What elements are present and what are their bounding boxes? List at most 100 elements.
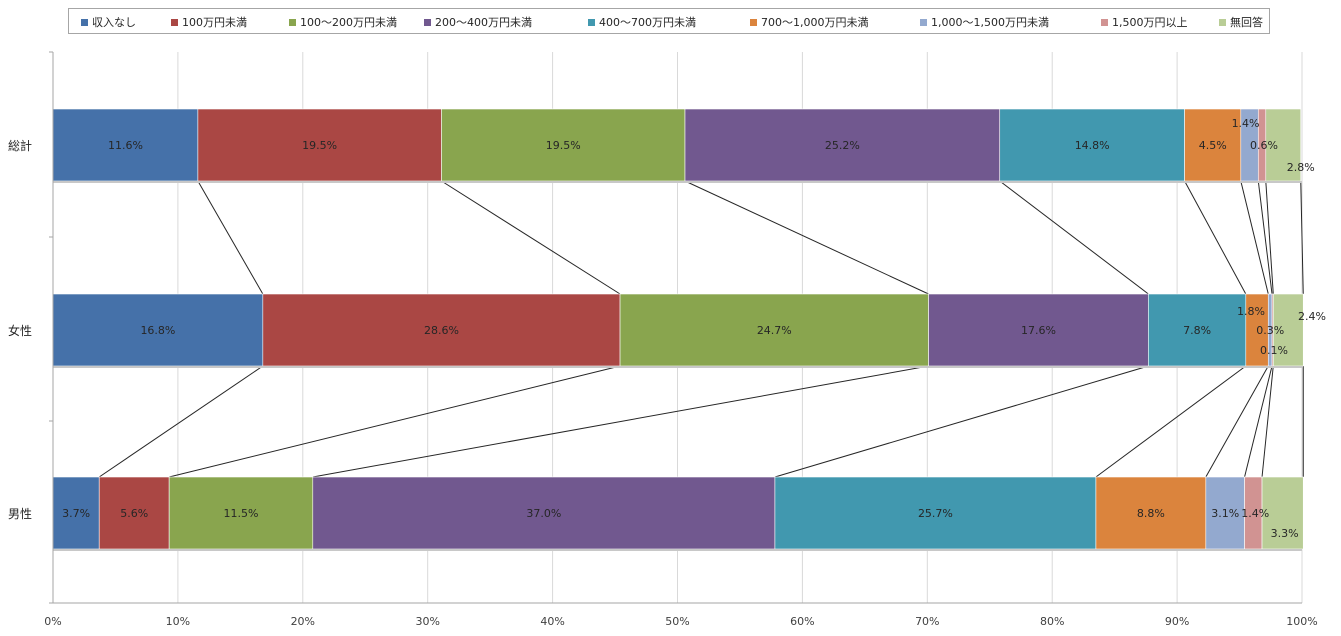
series-line xyxy=(1265,180,1274,295)
data-label: 37.0% xyxy=(526,507,561,520)
legend-swatch xyxy=(1101,18,1108,26)
data-label: 25.7% xyxy=(918,507,953,520)
bar-segment xyxy=(928,293,1149,367)
x-tick-label: 90% xyxy=(1165,615,1189,628)
bar-segment xyxy=(774,476,1097,550)
series-line xyxy=(1300,180,1304,295)
data-label: 3.1% xyxy=(1211,507,1239,520)
bar-segment xyxy=(1272,293,1304,367)
bar-segment xyxy=(52,293,264,367)
bar-segment xyxy=(1148,293,1247,367)
series-connector-lines xyxy=(98,180,1304,478)
legend-swatch xyxy=(289,18,296,26)
category-label: 女性 xyxy=(8,323,32,338)
legend-item: 100万円未満 xyxy=(171,13,247,31)
legend-label: 200～400万円未満 xyxy=(435,16,532,29)
series-line xyxy=(169,365,621,478)
data-label: 5.6% xyxy=(120,507,148,520)
legend-label: 700～1,000万円未満 xyxy=(761,16,869,29)
series-line xyxy=(774,365,1149,478)
series-line xyxy=(1205,365,1269,478)
data-label: 0.1% xyxy=(1260,344,1288,357)
bar-segment xyxy=(197,108,442,182)
bar-segment xyxy=(1205,476,1245,550)
x-tick-label: 30% xyxy=(415,615,439,628)
data-label: 19.5% xyxy=(302,139,337,152)
data-label: 0.6% xyxy=(1250,139,1278,152)
legend-item: 700～1,000万円未満 xyxy=(750,13,869,31)
series-line xyxy=(1257,180,1273,295)
data-label: 7.8% xyxy=(1183,324,1211,337)
legend-label: 収入なし xyxy=(92,16,136,29)
category-label: 総計 xyxy=(8,138,32,153)
legend-label: 1,000～1,500万円未満 xyxy=(931,16,1049,29)
legend-item: 1,000～1,500万円未満 xyxy=(920,13,1049,31)
data-label: 19.5% xyxy=(546,139,581,152)
legend-swatch xyxy=(424,18,431,26)
legend-swatch xyxy=(1219,18,1226,26)
data-label: 11.6% xyxy=(108,139,143,152)
series-line xyxy=(1240,180,1269,295)
data-label: 2.8% xyxy=(1287,161,1315,174)
data-label: 17.6% xyxy=(1021,324,1056,337)
data-label: 14.8% xyxy=(1075,139,1110,152)
bar-segment xyxy=(1265,108,1302,182)
legend-swatch xyxy=(750,18,757,26)
legend: 収入なし 100万円未満 100～200万円未満 200～400万円未満 400～700… xyxy=(68,8,1270,34)
x-tick-label: 10% xyxy=(166,615,190,628)
x-tick-label: 20% xyxy=(291,615,315,628)
data-label: 25.2% xyxy=(825,139,860,152)
data-label: 0.3% xyxy=(1256,324,1284,337)
legend-label: 100～200万円未満 xyxy=(300,16,397,29)
series-line xyxy=(999,180,1149,295)
legend-label: 無回答 xyxy=(1230,16,1263,29)
data-label: 28.6% xyxy=(424,324,459,337)
legend-item: 200～400万円未満 xyxy=(424,13,532,31)
legend-item: 1,500万円以上 xyxy=(1101,13,1188,31)
x-tick-label: 0% xyxy=(44,615,61,628)
series-line xyxy=(684,180,929,295)
legend-swatch xyxy=(920,18,927,26)
bar-segment xyxy=(1184,108,1242,182)
bar-shadow xyxy=(53,181,1302,183)
series-line xyxy=(312,365,929,478)
data-label: 3.3% xyxy=(1271,527,1299,540)
legend-label: 400～700万円未満 xyxy=(599,16,696,29)
series-line xyxy=(1244,365,1273,478)
series-line xyxy=(1095,365,1247,478)
legend-swatch xyxy=(588,18,595,26)
x-tick-label: 100% xyxy=(1286,615,1317,628)
bar-segment xyxy=(619,293,929,367)
series-line xyxy=(1261,365,1274,478)
data-label: 16.8% xyxy=(140,324,175,337)
bar-segment xyxy=(1095,476,1207,550)
legend-item: 収入なし xyxy=(81,13,136,31)
bar-shadow xyxy=(53,549,1302,551)
x-tick-label: 40% xyxy=(540,615,564,628)
series-line xyxy=(197,180,264,295)
data-label: 1.4% xyxy=(1241,507,1269,520)
series-line xyxy=(98,365,264,478)
data-label: 1.8% xyxy=(1237,305,1265,318)
data-label: 4.5% xyxy=(1199,139,1227,152)
bars xyxy=(52,108,1304,551)
bar-segment xyxy=(1261,476,1304,550)
data-label: 2.4% xyxy=(1298,310,1326,323)
data-label: 3.7% xyxy=(62,507,90,520)
bar-segment xyxy=(52,476,100,550)
bar-segment xyxy=(168,476,314,550)
x-tick-label: 50% xyxy=(665,615,689,628)
bar-segment xyxy=(262,293,621,367)
data-labels: 11.6% 19.5% 19.5% 25.2% 14.8% 4.5% 1.4% 0.6% 2.8… xyxy=(62,117,1326,540)
data-label: 8.8% xyxy=(1137,507,1165,520)
legend-item: 400～700万円未満 xyxy=(588,13,696,31)
x-tick-label: 60% xyxy=(790,615,814,628)
bar-segment xyxy=(999,108,1185,182)
series-line xyxy=(1184,180,1247,295)
series-line xyxy=(441,180,621,295)
bar-segment xyxy=(52,108,199,182)
legend-item: 無回答 xyxy=(1219,13,1263,31)
data-label: 1.4% xyxy=(1232,117,1260,130)
data-label: 24.7% xyxy=(757,324,792,337)
